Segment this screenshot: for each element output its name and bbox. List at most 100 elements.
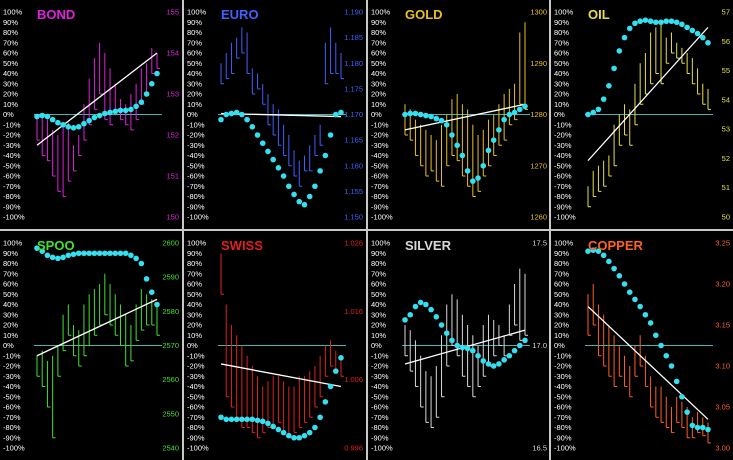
pct-tick-label: -70% [3, 182, 21, 191]
pct-tick-label: -80% [371, 192, 389, 201]
baby-blue-dot [286, 183, 292, 190]
baby-blue-dot [423, 112, 429, 119]
pct-tick-label: 30% [554, 79, 569, 88]
pct-tick-label: -10% [187, 120, 205, 129]
baby-blue-dot [75, 250, 82, 257]
pct-tick-label: -60% [3, 172, 21, 181]
pct-tick-label: -40% [187, 151, 205, 160]
pct-tick-label: -40% [554, 151, 572, 160]
baby-blue-dot [433, 115, 440, 122]
pct-tick-label: -100% [187, 444, 209, 453]
pct-tick-label: 60% [3, 49, 18, 58]
panel-spoo: 100% 90% 80% 70% 60% 50% 40% 30% 20% 10% 0% -10% -20… [0, 231, 182, 460]
baby-blue-dot [595, 106, 602, 113]
price-tick-label: 3.15 [715, 321, 730, 330]
pct-tick-label: -100% [3, 444, 25, 453]
baby-blue-dot [490, 137, 497, 143]
pct-tick-label: 10% [187, 100, 202, 109]
pct-tick-label: -10% [3, 351, 21, 360]
pct-tick-label: 70% [187, 269, 202, 278]
baby-blue-dot [228, 110, 235, 117]
price-tick-label: 2580 [162, 307, 179, 316]
baby-blue-dot [70, 125, 77, 131]
pct-tick-label: -10% [554, 351, 572, 360]
baby-blue-dot [412, 110, 419, 117]
pct-tick-label: 90% [3, 249, 18, 258]
pct-tick-label: -100% [371, 213, 393, 222]
baby-blue-dot [590, 247, 597, 253]
baby-blue-dot [112, 108, 119, 115]
pct-tick-label: -30% [371, 372, 389, 381]
baby-blue-dot [239, 111, 245, 118]
pct-tick-label: -100% [371, 444, 393, 453]
pct-tick-label: 70% [3, 38, 18, 47]
price-tick-label: 3.25 [715, 239, 730, 248]
pct-tick-label: -90% [554, 202, 572, 211]
pct-tick-label: -30% [3, 372, 21, 381]
baby-blue-dot [223, 111, 230, 118]
price-tick-label: 1.165 [344, 136, 363, 145]
baby-blue-dot [694, 424, 701, 431]
baby-blue-dot [70, 251, 77, 258]
chart-copper: 100%90%80%70% 60%50%40%30% 20%10%0%-10% -20… [554, 238, 730, 453]
pct-tick-label: 40% [371, 300, 386, 309]
baby-blue-dot [438, 322, 445, 328]
pct-tick-label: -60% [3, 403, 21, 412]
separator-h [0, 229, 733, 231]
price-tick-label: 1.170 [344, 110, 363, 119]
price-tick-label: 2600 [162, 239, 179, 248]
pct-tick-label: 60% [371, 280, 386, 289]
baby-blue-dot [428, 306, 434, 313]
price-tick-label: 1300 [530, 8, 547, 17]
price-tick-label: 1.160 [344, 161, 363, 170]
pct-tick-label: 0% [554, 110, 565, 119]
panel-title-spoo: SPOO [37, 238, 75, 253]
baby-blue-dot [470, 347, 476, 354]
price-tick-label: 1.185 [344, 33, 363, 42]
pct-tick-label: 100% [187, 239, 207, 248]
pct-tick-label: -20% [371, 362, 389, 371]
pct-tick-label: -10% [371, 120, 389, 129]
baby-blue-dot [511, 109, 518, 116]
baby-blue-dot [522, 103, 528, 110]
baby-blue-dot [154, 301, 160, 308]
baby-blue-dot [689, 27, 696, 34]
pct-tick-label: -10% [554, 120, 572, 129]
pct-tick-label: 90% [187, 249, 202, 258]
baby-blue-dot [705, 39, 711, 46]
panel-bond: 100% 90% 80% 70% 60% 50% 40% 30% 20% 10% 0% -10% -20… [0, 0, 182, 229]
pct-tick-label: -60% [371, 172, 389, 181]
pct-tick-label: -60% [187, 403, 205, 412]
pct-tick-label: 60% [554, 49, 569, 58]
pct-tick-label: 80% [554, 28, 569, 37]
baby-blue-dot [327, 132, 334, 138]
price-tick-label: 17.5 [532, 239, 547, 248]
pct-tick-label: -90% [371, 433, 389, 442]
baby-blue-dot [663, 352, 670, 359]
baby-blue-dot [647, 18, 654, 25]
pct-tick-label: -50% [554, 161, 572, 170]
price-tick-label: 1260 [530, 213, 547, 222]
baby-blue-dot [244, 416, 250, 423]
pct-tick-label: 40% [3, 69, 18, 78]
baby-blue-dot [585, 111, 591, 118]
pct-tick-label: 20% [187, 321, 202, 330]
baby-blue-dot [606, 83, 612, 89]
baby-blue-dot [291, 191, 297, 198]
pct-tick-label: 80% [187, 259, 202, 268]
price-tick-label: 1.175 [344, 84, 363, 93]
baby-blue-dot [148, 80, 155, 87]
panel-title-silver: SILVER [405, 238, 452, 253]
pct-tick-label: 20% [371, 90, 386, 99]
pct-tick-label: 50% [371, 59, 386, 68]
price-tick-label: 1.155 [344, 187, 363, 196]
baby-blue-dot [443, 121, 450, 128]
baby-blue-dot [332, 368, 339, 374]
baby-blue-dot [122, 107, 129, 114]
pct-tick-label: 20% [187, 90, 202, 99]
baby-blue-dot [317, 168, 323, 174]
pct-tick-label: 100% [3, 239, 23, 248]
pct-tick-label: -100% [554, 444, 576, 453]
price-tick-label: 1.190 [344, 8, 363, 17]
